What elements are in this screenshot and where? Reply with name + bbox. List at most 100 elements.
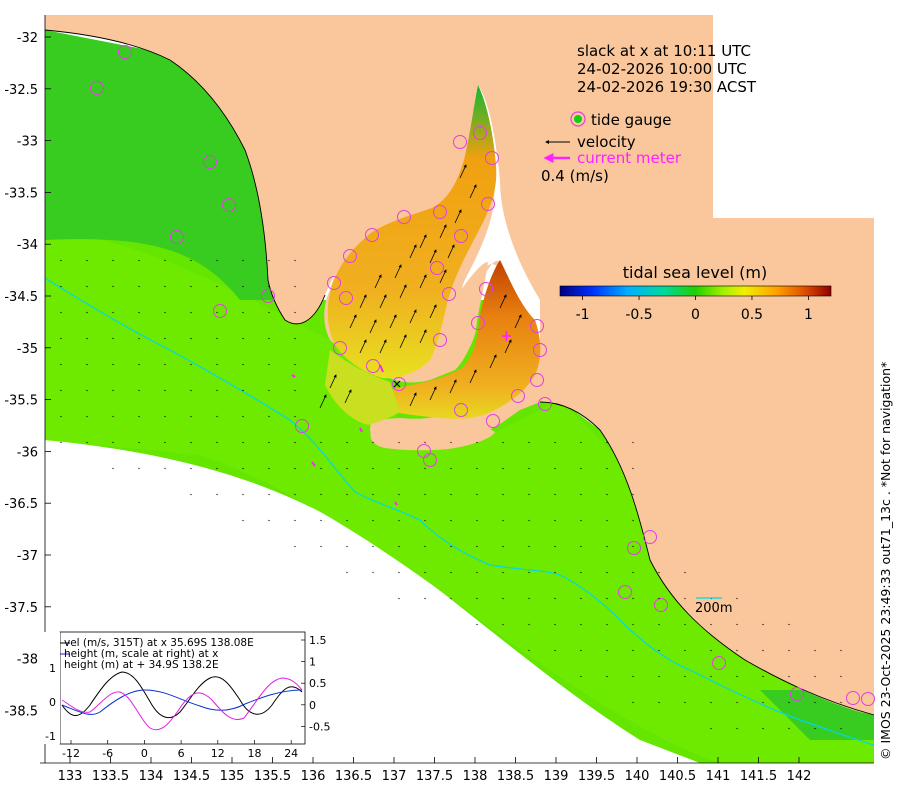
velocity-arrow bbox=[605, 545, 609, 548]
velocity-arrow bbox=[241, 493, 245, 496]
velocity-arrow bbox=[501, 571, 505, 574]
velocity-arrow bbox=[475, 623, 479, 626]
velocity-arrow bbox=[85, 259, 89, 262]
velocity-arrow bbox=[319, 493, 323, 496]
tide-gauge bbox=[485, 151, 499, 165]
velocity-arrow bbox=[429, 386, 437, 401]
velocity-arrow bbox=[345, 467, 349, 470]
velocity-arrow bbox=[215, 363, 219, 366]
velocity-arrow bbox=[501, 519, 505, 522]
inset-x-tick-label: 6 bbox=[178, 747, 185, 760]
velocity-arrow bbox=[631, 441, 635, 444]
velocity-arrow bbox=[163, 415, 167, 418]
velocity-arrow bbox=[137, 259, 141, 262]
isobath-label: 200m bbox=[695, 601, 732, 616]
velocity-arrow bbox=[189, 493, 193, 496]
time-header: slack at x at 10:11 UTC 24-02-2026 10:00… bbox=[577, 42, 757, 96]
velocity-arrow bbox=[379, 294, 387, 309]
velocity-arrow bbox=[683, 571, 687, 574]
investigator-strait bbox=[325, 350, 400, 425]
inset-x-tick-label: -6 bbox=[102, 747, 113, 760]
inset-x-tick-label: 12 bbox=[211, 747, 225, 760]
tide-gauge bbox=[433, 205, 447, 219]
tide-gauge bbox=[530, 319, 544, 333]
velocity-arrow bbox=[631, 675, 635, 678]
inset-right-tick-label: 0.5 bbox=[309, 677, 327, 690]
velocity-arrow bbox=[449, 571, 453, 574]
velocity-arrow bbox=[527, 597, 531, 600]
velocity-arrow bbox=[394, 264, 402, 279]
velocity-arrow bbox=[449, 467, 453, 470]
velocity-arrow bbox=[111, 259, 115, 262]
lat-tick-label: -34.5 bbox=[4, 290, 38, 305]
velocity-arrow bbox=[267, 337, 271, 340]
velocity-arrow bbox=[579, 441, 583, 444]
tide-gauge bbox=[118, 45, 132, 59]
velocity-arrow bbox=[787, 675, 791, 678]
colorbar: tidal sea level (m) -1 -0.5 0 0.5 1 bbox=[559, 263, 832, 323]
velocity-arrow bbox=[423, 545, 427, 548]
velocity-arrow bbox=[345, 545, 349, 548]
velocity-arrow bbox=[111, 337, 115, 340]
velocity-arrow bbox=[215, 311, 219, 314]
lat-tick-label: -37.5 bbox=[4, 601, 38, 616]
tide-gauge bbox=[473, 126, 487, 140]
velocity-arrow bbox=[605, 519, 609, 522]
velocity-arrow bbox=[709, 623, 713, 626]
slack-time-text: slack at x at 10:11 UTC bbox=[577, 42, 751, 60]
inset-series-height-x bbox=[61, 689, 303, 715]
shelf-region bbox=[45, 230, 874, 763]
velocity-arrow bbox=[267, 285, 271, 288]
inset-left-tick-label: -1 bbox=[45, 730, 56, 743]
copyright-notice: © IMOS 23-Oct-2025 23:49:33 out71_13c . … bbox=[878, 361, 893, 760]
velocity-arrow bbox=[475, 545, 479, 548]
velocity-arrow bbox=[85, 337, 89, 340]
velocity-arrow bbox=[449, 493, 453, 496]
velocity-arrow bbox=[657, 623, 661, 626]
inset-series-velocity bbox=[61, 671, 303, 719]
gulf-st-vincent bbox=[381, 260, 541, 419]
velocity-arrow bbox=[399, 284, 407, 299]
velocity-arrow bbox=[319, 467, 323, 470]
velocity-arrow bbox=[85, 441, 89, 444]
tide-gauge bbox=[295, 419, 309, 433]
velocity-arrow bbox=[215, 441, 219, 444]
velocity-arrow bbox=[345, 441, 349, 444]
velocity-arrow bbox=[241, 441, 245, 444]
velocity-arrow bbox=[709, 675, 713, 678]
velocity-arrow bbox=[657, 597, 661, 600]
colorbar-tick-label: -1 bbox=[576, 307, 590, 323]
velocity-arrow bbox=[215, 389, 219, 392]
velocity-arrow bbox=[553, 545, 557, 548]
tide-gauge bbox=[222, 198, 236, 212]
current-meter-markers bbox=[291, 364, 398, 506]
inset-right-tick-label: -0.5 bbox=[309, 720, 330, 733]
velocity-arrow bbox=[137, 415, 141, 418]
velocity-arrow bbox=[359, 339, 367, 354]
velocity-arrow bbox=[735, 649, 739, 652]
velocity-arrow bbox=[409, 244, 417, 259]
velocity-arrow bbox=[631, 701, 635, 704]
velocity-arrow bbox=[59, 363, 63, 366]
inset-left-tick-label: 0 bbox=[49, 696, 56, 709]
inset-right-ticks: 1.5 1 0.5 0 -0.5 bbox=[301, 634, 330, 733]
colorbar-title: tidal sea level (m) bbox=[623, 263, 767, 282]
velocity-arrow bbox=[163, 389, 167, 392]
velocity-arrow bbox=[349, 314, 357, 329]
lon-tick-label: 135.5 bbox=[254, 769, 291, 784]
velocity-arrow bbox=[137, 285, 141, 288]
tide-gauge bbox=[365, 228, 379, 242]
utc-time-text: 24-02-2026 10:00 UTC bbox=[577, 60, 747, 78]
velocity-arrow bbox=[657, 649, 661, 652]
tide-gauge bbox=[486, 414, 500, 428]
lon-tick-label: 140.5 bbox=[659, 769, 696, 784]
inset-legend-vel: vel (m/s, 315T) at x 35.69S 138.08E bbox=[64, 637, 254, 649]
velocity-arrow bbox=[501, 623, 505, 626]
velocity-arrow bbox=[137, 363, 141, 366]
tide-gauge-legend-icon bbox=[570, 111, 586, 127]
velocity-arrow bbox=[605, 571, 609, 574]
velocity-arrow bbox=[501, 467, 505, 470]
velocity-arrow bbox=[449, 441, 453, 444]
inset-x-ticks: -12 -6 0 6 12 18 24 bbox=[62, 740, 298, 760]
velocity-arrow bbox=[605, 467, 609, 470]
